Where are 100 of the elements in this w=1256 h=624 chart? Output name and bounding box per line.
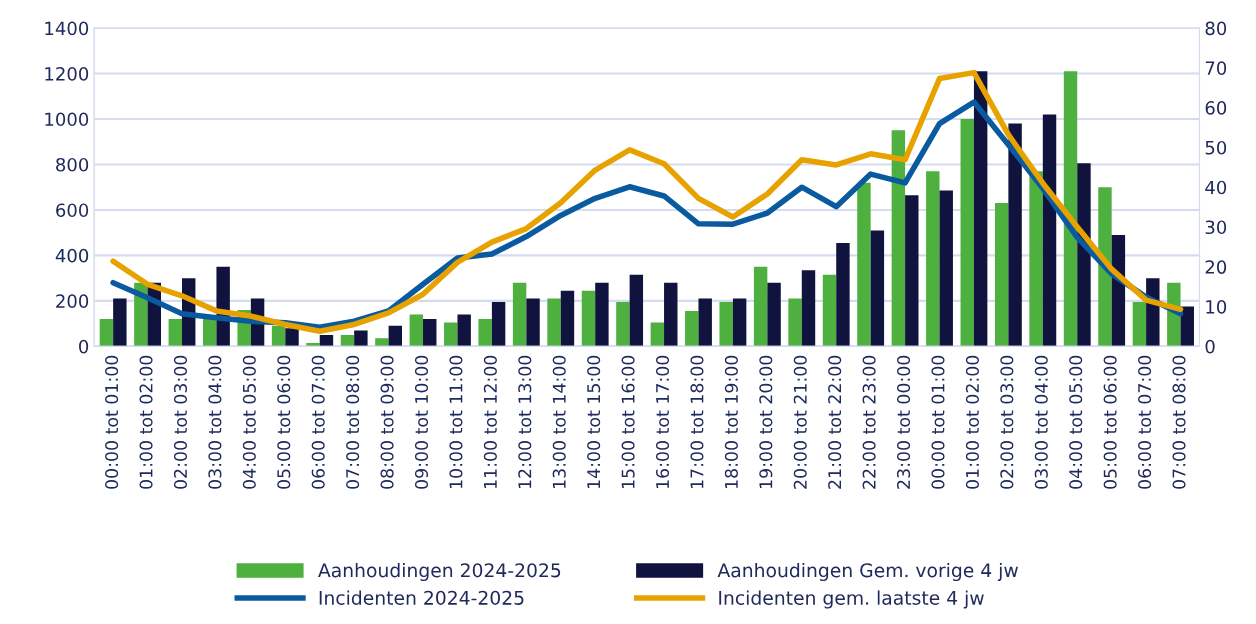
bar: [340, 334, 355, 347]
y-tick-label: 200: [56, 294, 89, 308]
bar: [891, 130, 906, 347]
y-tick-label: 0: [79, 339, 89, 354]
y2-tick-label: 70: [1205, 61, 1227, 75]
x-tick-label: 20:00 tot 21:00: [793, 355, 807, 489]
y2-tick-label: 10: [1206, 300, 1227, 314]
x-tick-label: 21:00 tot 22:00: [828, 355, 842, 489]
bar: [732, 298, 747, 347]
bar: [939, 190, 953, 347]
x-tick-label: 12:00 tot 13:00: [518, 355, 532, 489]
bar: [409, 314, 424, 347]
bar: [822, 274, 837, 347]
bar: [478, 319, 492, 347]
x-tick-label: 18:00 tot 19:00: [724, 355, 738, 489]
bar: [319, 334, 334, 347]
bar: [560, 290, 575, 347]
bar: [1029, 171, 1043, 347]
bar: [664, 282, 678, 347]
y2-tick-label: 60: [1205, 101, 1227, 115]
bar: [685, 311, 699, 347]
x-tick-label: 17:00 tot 18:00: [690, 355, 704, 489]
bar: [388, 325, 403, 347]
x-tick-label: 06:00 tot 07:00: [311, 355, 325, 489]
bar: [423, 319, 437, 347]
bar: [926, 171, 940, 347]
x-tick-label: 05:00 tot 06:00: [1103, 355, 1117, 489]
bar: [581, 290, 596, 347]
y-tick-label: 400: [55, 248, 89, 263]
bar: [857, 182, 871, 347]
bar: [650, 322, 665, 347]
x-tick-label: 14:00 tot 15:00: [587, 355, 601, 489]
x-tick-label: 19:00 tot 20:00: [759, 355, 773, 489]
bar: [1063, 71, 1078, 347]
bar: [870, 230, 885, 347]
bar: [1077, 163, 1091, 347]
x-tick-label: 00:00 tot 01:00: [931, 355, 945, 489]
bar: [973, 71, 988, 347]
bar: [444, 322, 458, 347]
x-tick-label: 02:00 tot 03:00: [1000, 355, 1014, 489]
bar: [788, 298, 802, 347]
legend-label: Aanhoudingen 2024-2025: [318, 562, 561, 582]
bar: [595, 282, 609, 347]
bar: [512, 282, 527, 347]
bar: [1042, 114, 1057, 347]
bar: [491, 301, 506, 347]
y2-tick-label: 30: [1205, 220, 1227, 235]
bar: [767, 282, 781, 347]
x-tick-label: 06:00 tot 07:00: [1138, 355, 1152, 489]
y2-tick-label: 50: [1205, 140, 1227, 155]
x-tick-label: 03:00 tot 04:00: [1034, 355, 1048, 489]
y2-tick-label: 80: [1205, 21, 1227, 36]
bar: [719, 301, 733, 347]
bar: [1132, 301, 1147, 347]
x-tick-label: 10:00 tot 11:00: [449, 355, 463, 489]
bar: [836, 242, 850, 347]
bar: [698, 298, 712, 347]
legend-label: Aanhoudingen Gem. vorige 4 jw: [717, 562, 1018, 582]
x-tick-label: 16:00 tot 17:00: [655, 355, 670, 489]
bar: [306, 342, 320, 347]
bar: [271, 325, 286, 347]
y2-tick-label: 40: [1205, 180, 1227, 195]
bar: [99, 319, 114, 347]
bar: [354, 330, 368, 347]
x-tick-label: 22:00 tot 23:00: [862, 355, 876, 489]
bar: [629, 274, 644, 347]
bar: [905, 195, 919, 347]
bar: [526, 298, 540, 347]
bar: [168, 319, 182, 347]
x-tick-label: 00:00 tot 01:00: [105, 355, 119, 489]
bar: [801, 270, 816, 347]
x-tick-label: 02:00 tot 03:00: [173, 355, 188, 489]
x-tick-label: 07:00 tot 08:00: [1172, 355, 1186, 489]
x-tick-label: 11:00 tot 12:00: [483, 355, 497, 489]
x-tick-label: 09:00 tot 10:00: [414, 355, 429, 489]
bar: [113, 298, 127, 347]
x-tick-label: 15:00 tot 16:00: [621, 355, 635, 489]
x-tick-label: 23:00 tot 00:00: [896, 355, 911, 489]
bar: [1098, 187, 1112, 347]
x-tick-label: 01:00 tot 02:00: [965, 355, 979, 489]
x-tick-label: 05:00 tot 06:00: [277, 355, 291, 489]
bar: [994, 203, 1009, 347]
legend-label: Incidenten gem. laatste 4 jw: [719, 590, 984, 609]
y2-tick-label: 0: [1205, 339, 1215, 354]
bar: [1008, 123, 1022, 347]
y-tick-label: 1200: [45, 67, 89, 81]
bar: [616, 301, 630, 347]
bar: [375, 338, 389, 347]
y-tick-label: 1000: [45, 112, 89, 127]
x-tick-label: 07:00 tot 08:00: [346, 355, 360, 489]
bar: [1180, 306, 1194, 347]
y2-tick-label: 20: [1205, 260, 1227, 274]
bar: [960, 119, 974, 347]
bar: [547, 298, 561, 347]
x-tick-label: 01:00 tot 02:00: [139, 355, 153, 489]
x-tick-label: 04:00 tot 05:00: [1069, 355, 1083, 489]
bar: [753, 266, 768, 347]
y-tick-label: 800: [56, 157, 89, 172]
legend-label: Incidenten 2024-2025: [319, 590, 524, 605]
x-tick-label: 08:00 tot 09:00: [380, 355, 394, 489]
